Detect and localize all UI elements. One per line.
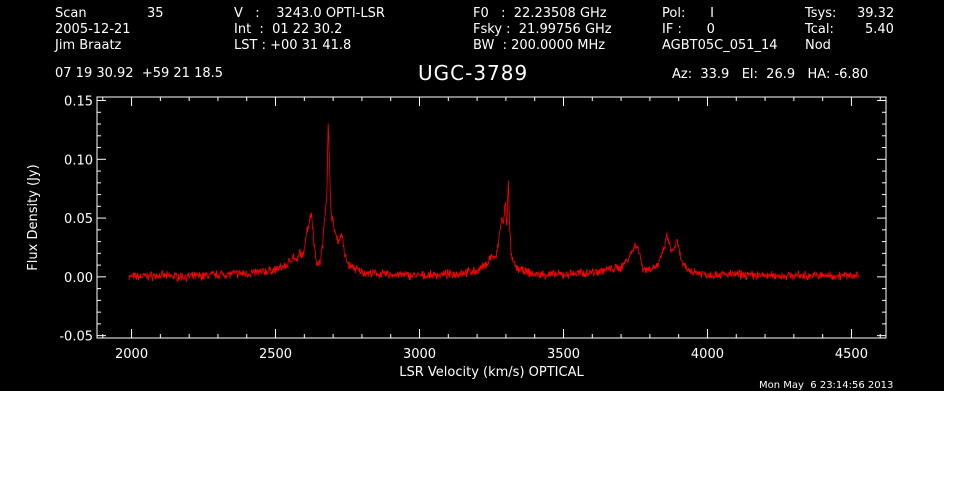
- axis-labels: 2000 2500 3000 3500 4000 4500 -0.05 0.00 0.05 0.1…: [26, 95, 868, 380]
- y-tick-label: -0.05: [59, 330, 93, 345]
- y-tick-label: 0.10: [64, 153, 93, 168]
- scan-label: Scan: [55, 6, 87, 21]
- x-tick-label: 2000: [115, 347, 148, 362]
- x-tick-label: 4500: [835, 347, 868, 362]
- integration-time: Int : 01 22 30.2: [234, 22, 343, 37]
- plot-frame: [96, 96, 887, 339]
- plot-axes: [96, 96, 887, 339]
- observation-date: 2005-12-21: [55, 22, 131, 37]
- tcal-label: Tcal:: [805, 22, 834, 37]
- sky-frequency: Fsky : 21.99756 GHz: [473, 22, 612, 37]
- x-tick-label: 3000: [403, 347, 436, 362]
- tsys-label: Tsys:: [805, 6, 837, 21]
- tsys-value: 39.32: [857, 6, 895, 21]
- x-tick-label: 3500: [547, 347, 580, 362]
- spectrum-line: [128, 123, 859, 283]
- y-tick-label: 0.05: [64, 212, 93, 227]
- x-axis-title: LSR Velocity (km/s) OPTICAL: [399, 365, 584, 380]
- x-tick-label: 2500: [259, 347, 292, 362]
- y-tick-label: 0.15: [64, 95, 93, 110]
- x-tick-label: 4000: [691, 347, 724, 362]
- y-axis-title: Flux Density (Jy): [26, 164, 41, 270]
- tcal-value: 5.40: [865, 22, 894, 37]
- timestamp: Mon May 6 23:14:56 2013: [759, 380, 894, 391]
- pointing-info: Az: 33.9 El: 26.9 HA: -6.80: [672, 67, 869, 82]
- bandwidth: BW : 200.0000 MHz: [473, 38, 606, 53]
- scan-number: 35: [147, 6, 164, 21]
- observer-name: Jim Braatz: [55, 38, 122, 53]
- source-coordinates: 07 19 30.92 +59 21 18.5: [55, 66, 224, 81]
- lst-info: LST : +00 31 41.8: [234, 38, 352, 53]
- polarization: Pol: I: [662, 6, 714, 21]
- spectrum-display: Scan 35 2005-12-21 Jim Braatz V : 3243.0…: [0, 0, 944, 391]
- rest-frequency: F0 : 22.23508 GHz: [473, 6, 607, 21]
- project-id: AGBT05C_051_14: [662, 38, 778, 53]
- velocity-info: V : 3243.0 OPTI-LSR: [234, 6, 385, 21]
- series-group: [128, 123, 859, 283]
- observing-mode: Nod: [805, 38, 831, 53]
- spectrum-plot: 2000 2500 3000 3500 4000 4500 -0.05 0.00 0.05 0.1…: [26, 95, 887, 380]
- if-number: IF : 0: [662, 22, 715, 37]
- source-name: UGC-3789: [418, 61, 529, 85]
- y-tick-label: 0.00: [64, 271, 93, 286]
